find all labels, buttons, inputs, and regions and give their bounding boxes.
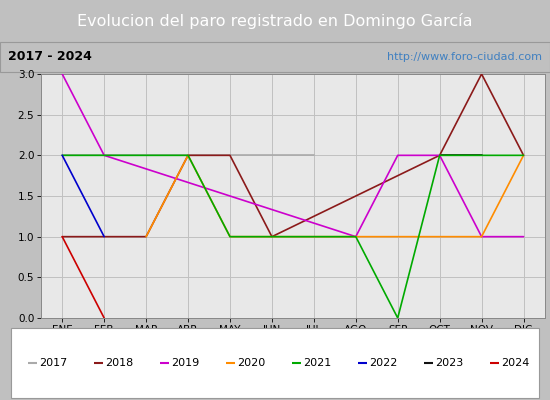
Text: 2019: 2019 xyxy=(172,358,200,368)
Text: 2024: 2024 xyxy=(502,358,530,368)
Text: 2020: 2020 xyxy=(238,358,266,368)
Text: 2018: 2018 xyxy=(106,358,134,368)
Text: Evolucion del paro registrado en Domingo García: Evolucion del paro registrado en Domingo… xyxy=(77,13,473,29)
Text: 2023: 2023 xyxy=(436,358,464,368)
Text: 2022: 2022 xyxy=(370,358,398,368)
Text: 2017: 2017 xyxy=(40,358,68,368)
Text: http://www.foro-ciudad.com: http://www.foro-ciudad.com xyxy=(387,52,542,62)
Text: 2021: 2021 xyxy=(304,358,332,368)
Text: 2017 - 2024: 2017 - 2024 xyxy=(8,50,92,64)
